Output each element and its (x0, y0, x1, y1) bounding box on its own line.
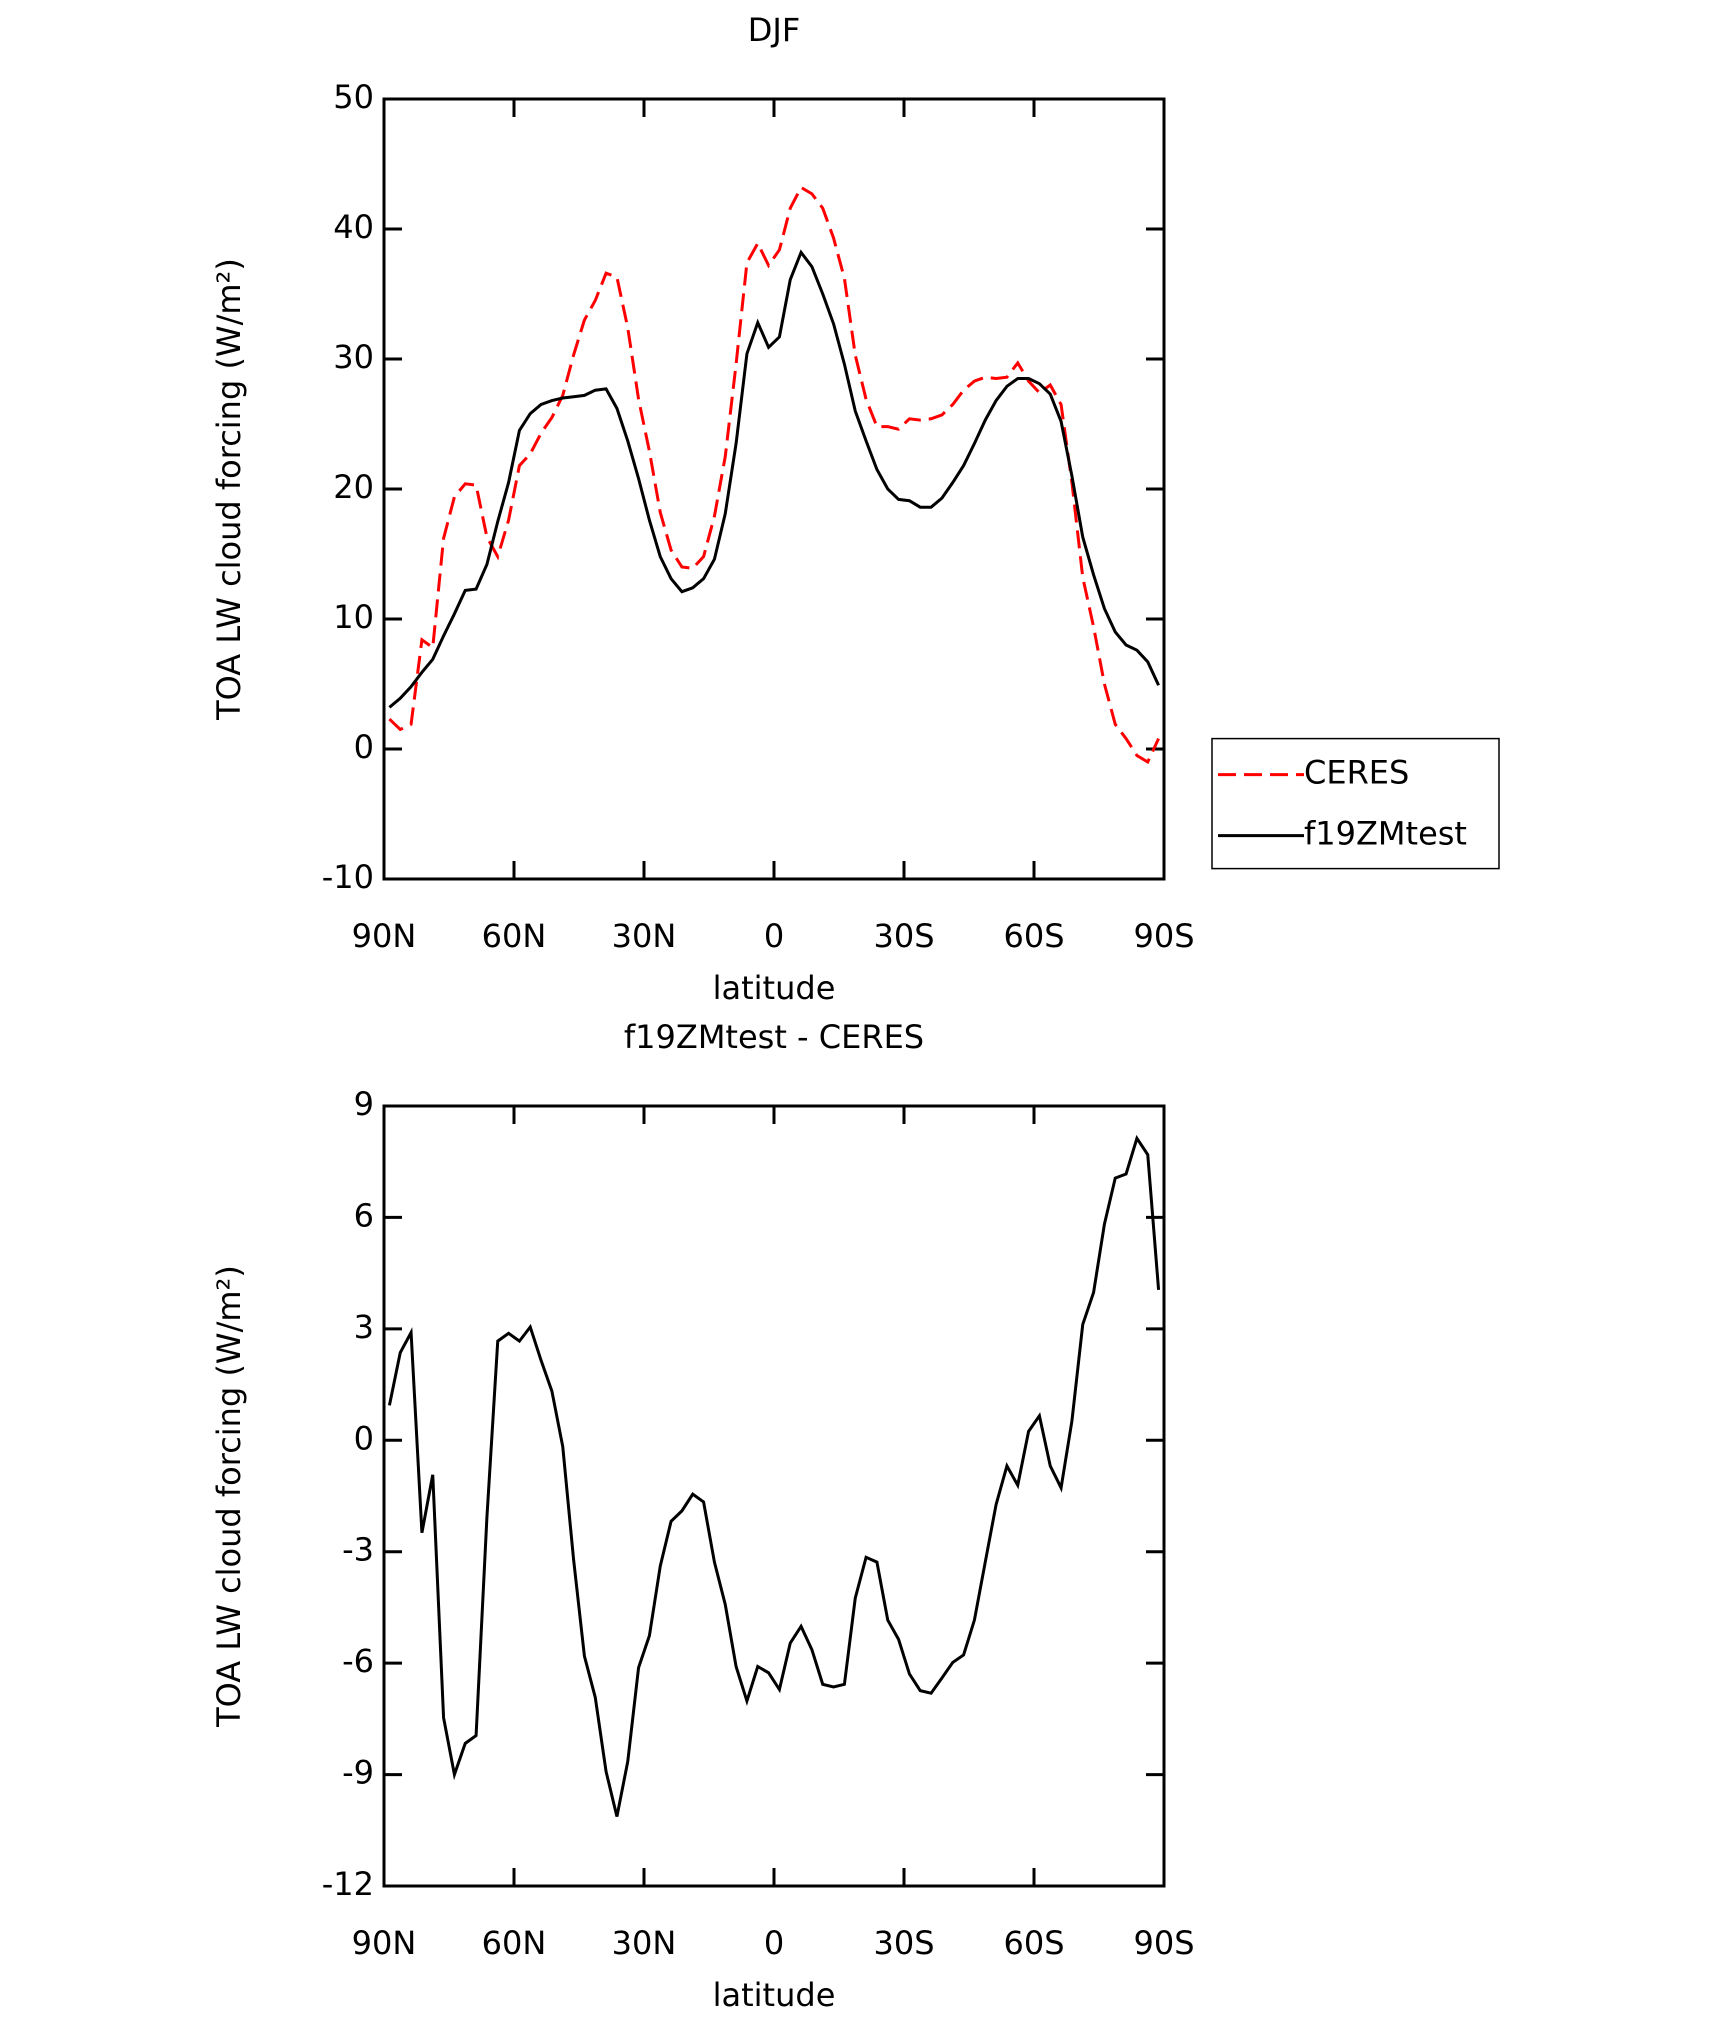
x-tick-label: 0 (764, 917, 784, 955)
legend-box (1211, 737, 1500, 870)
x-tick-label: 60N (482, 917, 547, 955)
data-line (388, 185, 1160, 765)
y-tick-label: 40 (333, 208, 374, 246)
plot: f19ZMtest - CERES -12 -9 -6 -3 0 3 6 9 90N 60N 30N 0… (210, 1018, 1195, 2014)
y-axis-title: TOA LW cloud forcing (W/m²) (210, 1265, 248, 1728)
legend-label: f19ZMtest (1304, 815, 1467, 853)
y-tick-label: 6 (354, 1196, 374, 1234)
y-tick-label: 0 (354, 728, 374, 766)
y-tick-label: 0 (354, 1419, 374, 1457)
y-tick-label: 3 (354, 1308, 374, 1346)
x-axis-title: latitude (713, 969, 836, 1007)
x-tick-label: 60S (1003, 1924, 1064, 1962)
y-tick-label: 30 (333, 338, 374, 376)
y-tick-label: -12 (322, 1865, 374, 1903)
y-tick-label: 50 (333, 78, 374, 116)
x-tick-label: 0 (764, 1924, 784, 1962)
y-tick-label: -9 (342, 1754, 374, 1792)
y-tick-label: -6 (342, 1642, 374, 1680)
x-tick-label: 90S (1133, 1924, 1194, 1962)
y-tick-label: 20 (333, 468, 374, 506)
plot: DJF -10 0 10 20 30 40 50 90N 60N 30N 0 30S 60S 90S lati… (210, 11, 1500, 1007)
y-axis-title: TOA LW cloud forcing (W/m²) (210, 258, 248, 721)
chart-title: f19ZMtest - CERES (624, 1018, 924, 1056)
y-tick-label: 10 (333, 598, 374, 636)
x-tick-label: 30N (612, 1924, 677, 1962)
x-tick-label: 90N (352, 917, 417, 955)
y-tick-label: 9 (354, 1085, 374, 1123)
y-tick-label: -10 (322, 858, 374, 896)
x-tick-label: 90N (352, 1924, 417, 1962)
x-tick-label: 60S (1003, 917, 1064, 955)
plot-frame (382, 97, 1166, 881)
x-tick-label: 30S (873, 1924, 934, 1962)
x-tick-label: 30N (612, 917, 677, 955)
x-tick-label: 30S (873, 917, 934, 955)
x-tick-label: 60N (482, 1924, 547, 1962)
legend-label: CERES (1304, 754, 1409, 792)
x-axis-title: latitude (713, 1976, 836, 2014)
data-line (388, 249, 1160, 709)
x-tick-label: 90S (1133, 917, 1194, 955)
plot-frame (382, 1104, 1166, 1888)
data-line (387, 1134, 1161, 1817)
y-tick-label: -3 (342, 1531, 374, 1569)
chart-title: DJF (748, 11, 800, 49)
